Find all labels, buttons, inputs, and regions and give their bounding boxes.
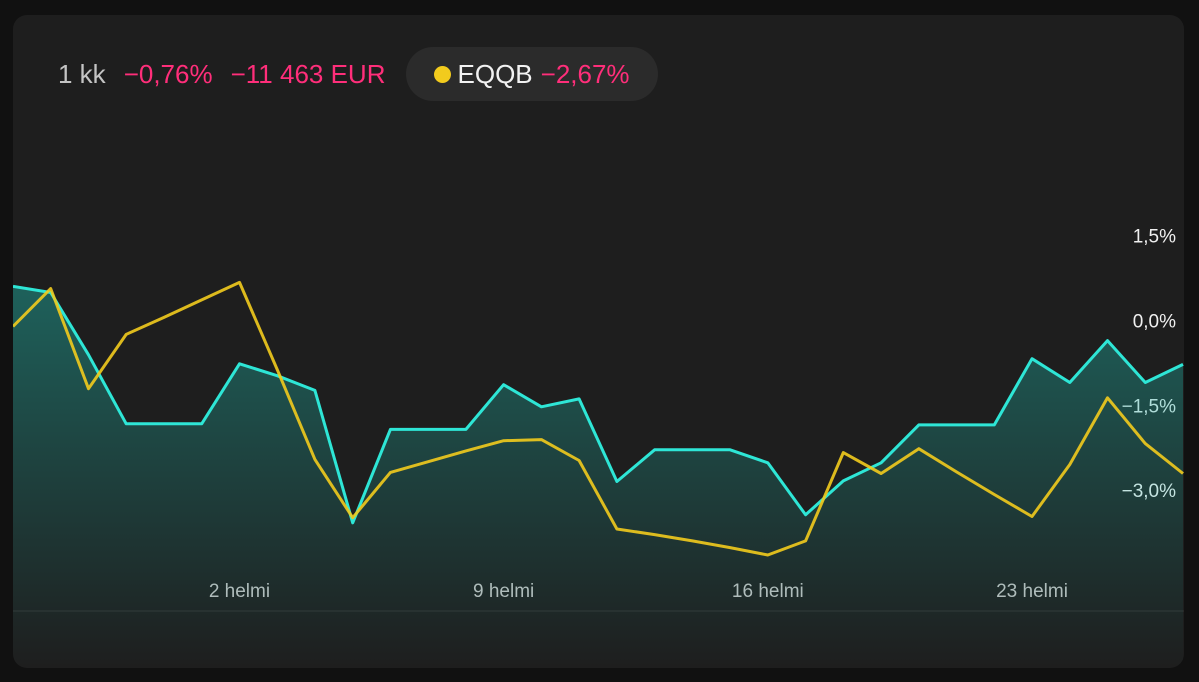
chart: 1,5%0,0%−1,5%−3,0%2 helmi9 helmi16 helmi… bbox=[13, 227, 1184, 668]
legend-name: EQQB bbox=[457, 58, 533, 89]
period[interactable]: 1 kk bbox=[58, 58, 106, 89]
legend-dot bbox=[433, 65, 451, 83]
chart-card: 1,5%0,0%−1,5%−3,0%2 helmi9 helmi16 helmi… bbox=[13, 15, 1184, 668]
legend[interactable]: EQQB −2,67% bbox=[405, 47, 658, 101]
y-tick-label: 1,5% bbox=[1133, 227, 1176, 248]
series-area bbox=[13, 286, 1183, 668]
change-percent: −0,76% bbox=[123, 58, 213, 89]
series-line bbox=[13, 284, 1184, 525]
change-amount: −11 463 EUR bbox=[230, 58, 386, 89]
legend-change: −2,67% bbox=[540, 58, 630, 89]
header: 1 kk −0,76% −11 463 EUR EQQB −2,67% bbox=[58, 47, 658, 101]
series-line bbox=[13, 280, 1184, 557]
y-tick-label: 0,0% bbox=[1133, 312, 1176, 333]
